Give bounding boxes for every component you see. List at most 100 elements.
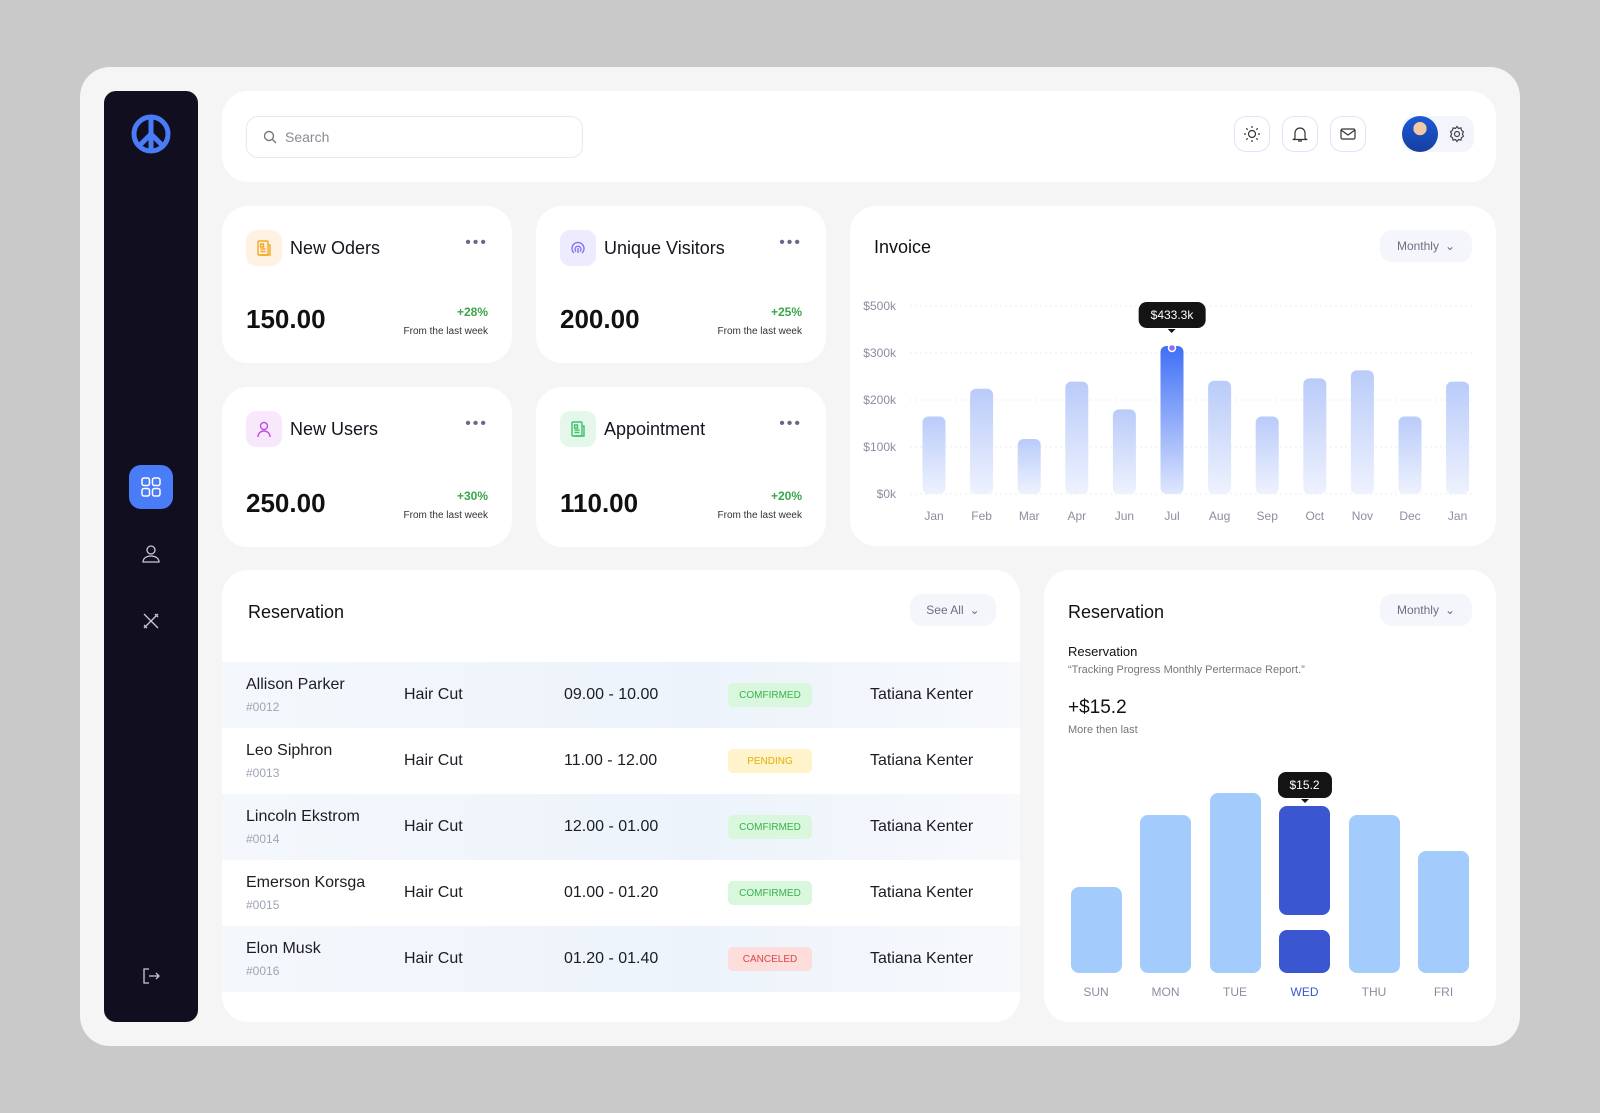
more-options-icon[interactable]: ••• <box>465 415 488 432</box>
search-input[interactable]: Search <box>246 116 583 158</box>
profile-menu[interactable] <box>1402 116 1474 152</box>
reservation-id: #0012 <box>246 700 280 714</box>
logout-icon <box>143 968 160 984</box>
table-row[interactable]: Emerson Korsga #0015 Hair Cut 01.00 - 01… <box>222 860 1020 926</box>
kpi-value: 110.00 <box>560 488 639 518</box>
mail-icon <box>1340 128 1356 140</box>
invoice-title: Invoice <box>874 237 932 257</box>
sidebar-item-users[interactable] <box>129 532 173 576</box>
x-tick-label: Jun <box>1115 509 1134 523</box>
table-row[interactable]: Allison Parker #0012 Hair Cut 09.00 - 10… <box>222 662 1020 728</box>
kpi-change-note: From the last week <box>403 510 488 521</box>
service: Hair Cut <box>404 752 463 769</box>
x-tick-label: Aug <box>1209 509 1230 523</box>
status-badge: PENDING <box>728 749 812 773</box>
bar-mon[interactable] <box>1140 814 1191 973</box>
bar-tooltip: $15.2 <box>1277 771 1332 803</box>
sidebar-item-dashboard[interactable] <box>129 465 173 509</box>
see-all-button[interactable]: See All ⌄ <box>910 594 996 626</box>
search-placeholder: Search <box>285 129 330 145</box>
peace-logo-icon <box>131 114 171 154</box>
x-tick-label: MON <box>1151 985 1180 999</box>
sidebar-item-tools[interactable] <box>129 599 173 643</box>
kpi-card: Appointment ••• 110.00 +20% From the las… <box>536 387 826 547</box>
chevron-down-icon: ⌄ <box>1444 239 1456 253</box>
x-tick-label: Dec <box>1399 509 1420 523</box>
status-badge: COMFIRMED <box>728 683 812 707</box>
table-row[interactable]: Lincoln Ekstrom #0014 Hair Cut 12.00 - 0… <box>222 794 1020 860</box>
fingerprint-icon <box>560 230 596 266</box>
bar-jun[interactable] <box>1112 409 1136 494</box>
service: Hair Cut <box>404 950 463 967</box>
bar-apr[interactable] <box>1065 381 1089 494</box>
bar-dec[interactable] <box>1398 416 1422 494</box>
user-icon <box>246 411 282 447</box>
x-tick-label: FRI <box>1433 985 1454 999</box>
invoice-card: Invoice Monthly ⌄ $0k $100k $200k $300k $500k… <box>850 206 1496 546</box>
kpi-change-note: From the last week <box>717 510 802 521</box>
kpi-title: Unique Visitors <box>604 238 725 258</box>
x-tick-label: SUN <box>1083 985 1109 999</box>
sidebar <box>104 91 198 1022</box>
kpi-change-note: From the last week <box>403 326 488 337</box>
reservation-id: #0015 <box>246 898 280 912</box>
kpi-change: +28% <box>456 305 488 319</box>
bar-wed-upper[interactable] <box>1279 805 1330 915</box>
x-tick-label: Sep <box>1257 509 1279 523</box>
y-tick-label: $300k <box>863 346 897 360</box>
bar-mar[interactable] <box>1017 439 1041 494</box>
bar-aug[interactable] <box>1208 380 1232 494</box>
x-tick-label: Jan <box>1448 509 1467 523</box>
more-options-icon[interactable]: ••• <box>779 415 802 432</box>
bar-jul[interactable] <box>1160 345 1184 494</box>
bar-jan[interactable] <box>922 416 946 494</box>
x-tick-label: Jan <box>924 509 943 523</box>
more-options-icon[interactable]: ••• <box>779 234 802 251</box>
service: Hair Cut <box>404 818 463 835</box>
more-options-icon[interactable]: ••• <box>465 234 488 251</box>
y-tick-label: $500k <box>863 299 897 313</box>
bar-thu[interactable] <box>1348 814 1400 973</box>
customer-name: Allison Parker <box>246 676 345 693</box>
report-period-dropdown[interactable]: Monthly ⌄ <box>1380 594 1472 626</box>
x-tick-label: Nov <box>1352 509 1373 523</box>
see-all-label: See All <box>926 603 964 617</box>
table-row[interactable]: Leo Siphron #0013 Hair Cut 11.00 - 12.00… <box>222 728 1020 794</box>
document-icon <box>246 230 282 266</box>
bar-fri[interactable] <box>1418 850 1469 973</box>
kpi-title: New Users <box>290 419 379 439</box>
gear-icon[interactable] <box>1448 125 1466 143</box>
period-label: Monthly <box>1396 603 1439 617</box>
avatar[interactable] <box>1402 116 1438 152</box>
bar-sun[interactable] <box>1070 886 1122 973</box>
reservation-table-title: Reservation <box>248 602 345 622</box>
bar-tooltip: $433.3k <box>1138 301 1206 333</box>
reservation-table-card: Reservation See All ⌄ Allison Parker #001… <box>222 570 1020 1022</box>
bar-oct[interactable] <box>1303 378 1327 494</box>
bar-feb[interactable] <box>970 388 994 494</box>
customer-name: Elon Musk <box>246 940 321 957</box>
tools-icon <box>143 613 159 629</box>
time-slot: 01.00 - 01.20 <box>564 884 659 901</box>
reservation-report-card: Reservation Monthly ⌄ Reservation “Tracki… <box>1044 570 1496 1022</box>
notifications-button[interactable] <box>1282 116 1318 152</box>
messages-button[interactable] <box>1330 116 1366 152</box>
theme-toggle-button[interactable] <box>1234 116 1270 152</box>
y-tick-label: $200k <box>863 393 897 407</box>
staff-name: Tatiana Kenter <box>870 950 974 967</box>
bar-tue[interactable] <box>1209 793 1261 973</box>
logout-button[interactable] <box>129 954 173 998</box>
table-row[interactable]: Elon Musk #0016 Hair Cut 01.20 - 01.40 C… <box>222 926 1020 992</box>
bar-jan[interactable] <box>1446 381 1470 494</box>
y-tick-label: $100k <box>863 440 897 454</box>
bar-sep[interactable] <box>1255 416 1279 494</box>
bar-nov[interactable] <box>1350 370 1374 494</box>
invoice-period-dropdown[interactable]: Monthly ⌄ <box>1380 230 1472 262</box>
customer-name: Lincoln Ekstrom <box>246 808 360 825</box>
reservation-id: #0016 <box>246 964 280 978</box>
x-tick-label: Mar <box>1019 509 1040 523</box>
y-tick-label: $0k <box>877 487 897 501</box>
bar-wed-lower[interactable] <box>1279 930 1330 973</box>
kpi-title: New Oders <box>290 238 381 258</box>
status-badge: CANCELED <box>728 947 812 971</box>
